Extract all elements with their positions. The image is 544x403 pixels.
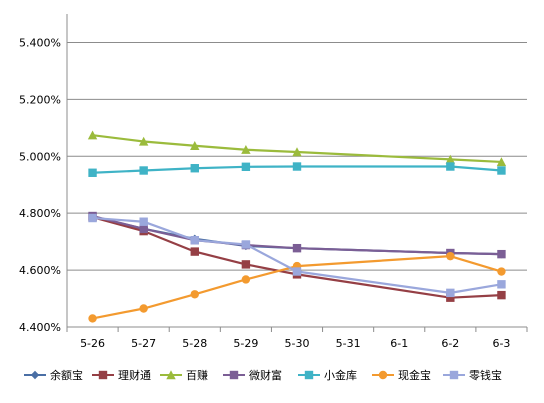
legend-marker: [304, 370, 314, 380]
data-point: [445, 154, 456, 164]
x-tick-label: 6-1: [390, 337, 408, 350]
data-point: [292, 147, 302, 157]
data-point: [139, 217, 148, 226]
data-point: [446, 288, 455, 298]
data-point: [88, 213, 97, 223]
y-tick-label: 4.600%: [19, 264, 61, 277]
legend-marker: [229, 370, 239, 380]
x-axis: 5-26 5-27 5-28 5-29 5-30 5-31 6-1 6-2 6-3: [66, 326, 528, 350]
legend-item: 小金库: [298, 368, 357, 382]
data-point: [190, 236, 199, 245]
x-tick-label: 5-31: [336, 337, 361, 350]
data-point: [138, 136, 149, 146]
data-point: [190, 290, 199, 299]
legend-item: 零钱宝: [443, 368, 502, 382]
data-point: [496, 157, 507, 167]
x-tick-label: 5-30: [285, 337, 310, 350]
series-line: [92, 216, 502, 294]
data-point: [446, 162, 455, 171]
series-6: [88, 213, 506, 298]
data-point: [241, 240, 251, 249]
data-point: [190, 247, 199, 256]
y-tick-label: 4.400%: [19, 321, 61, 334]
y-tick-label: 5.200%: [19, 93, 61, 106]
grid-lines: [67, 41, 527, 328]
data-point: [292, 267, 302, 276]
legend-item: 理财通: [92, 368, 151, 382]
legend-marker: [378, 370, 388, 380]
legend-label: 小金库: [324, 368, 357, 382]
y-axis: 4.400% 4.600% 4.800% 5.000% 5.200% 5.400%: [19, 14, 68, 334]
series-4: [88, 162, 506, 177]
legend-label: 微财富: [249, 368, 282, 382]
data-point: [88, 168, 97, 177]
data-point: [139, 224, 148, 234]
data-point: [139, 166, 148, 175]
y-tick-label: 5.000%: [19, 150, 61, 163]
data-point: [497, 290, 506, 300]
legend-marker: [449, 370, 459, 380]
data-point: [292, 243, 302, 253]
data-point: [497, 280, 506, 289]
legend: 余额宝 理财通 百赚 微财富 小金库 现金宝 零钱宝: [24, 368, 502, 382]
x-tick-label: 6-2: [441, 337, 459, 350]
series-5: [88, 251, 506, 323]
legend-marker: [30, 370, 40, 380]
data-point: [241, 260, 251, 269]
legend-item: 百赚: [160, 368, 208, 382]
data-point: [87, 130, 98, 140]
legend-marker: [98, 370, 108, 380]
data-point: [292, 162, 302, 171]
data-point: [88, 314, 97, 323]
data-point: [139, 304, 148, 313]
x-tick-label: 5-28: [182, 337, 207, 350]
x-tick-label: 5-27: [131, 337, 156, 350]
data-point: [241, 145, 251, 154]
legend-item: 余额宝: [24, 368, 83, 382]
legend-label: 现金宝: [398, 368, 431, 382]
data-point: [190, 141, 200, 150]
legend-item: 微财富: [223, 368, 282, 382]
legend-item: 现金宝: [372, 368, 431, 382]
legend-label: 零钱宝: [469, 368, 502, 382]
data-point: [497, 249, 506, 259]
y-tick-label: 4.800%: [19, 207, 61, 220]
data-point: [497, 267, 506, 276]
series-lines: [87, 130, 507, 323]
legend-label: 理财通: [118, 368, 151, 382]
x-tick-label: 5-29: [233, 337, 258, 350]
legend-label: 百赚: [186, 368, 208, 382]
data-point: [446, 251, 455, 261]
data-point: [190, 164, 199, 173]
data-point: [497, 166, 506, 175]
data-point: [446, 293, 455, 302]
y-tick-label: 5.400%: [19, 36, 61, 49]
legend-marker: [166, 370, 176, 380]
series-2: [87, 130, 507, 167]
x-tick-label: 5-26: [80, 337, 105, 350]
data-point: [241, 162, 251, 172]
data-point: [241, 275, 251, 284]
legend-label: 余额宝: [50, 368, 83, 382]
x-tick-label: 6-3: [492, 337, 510, 350]
